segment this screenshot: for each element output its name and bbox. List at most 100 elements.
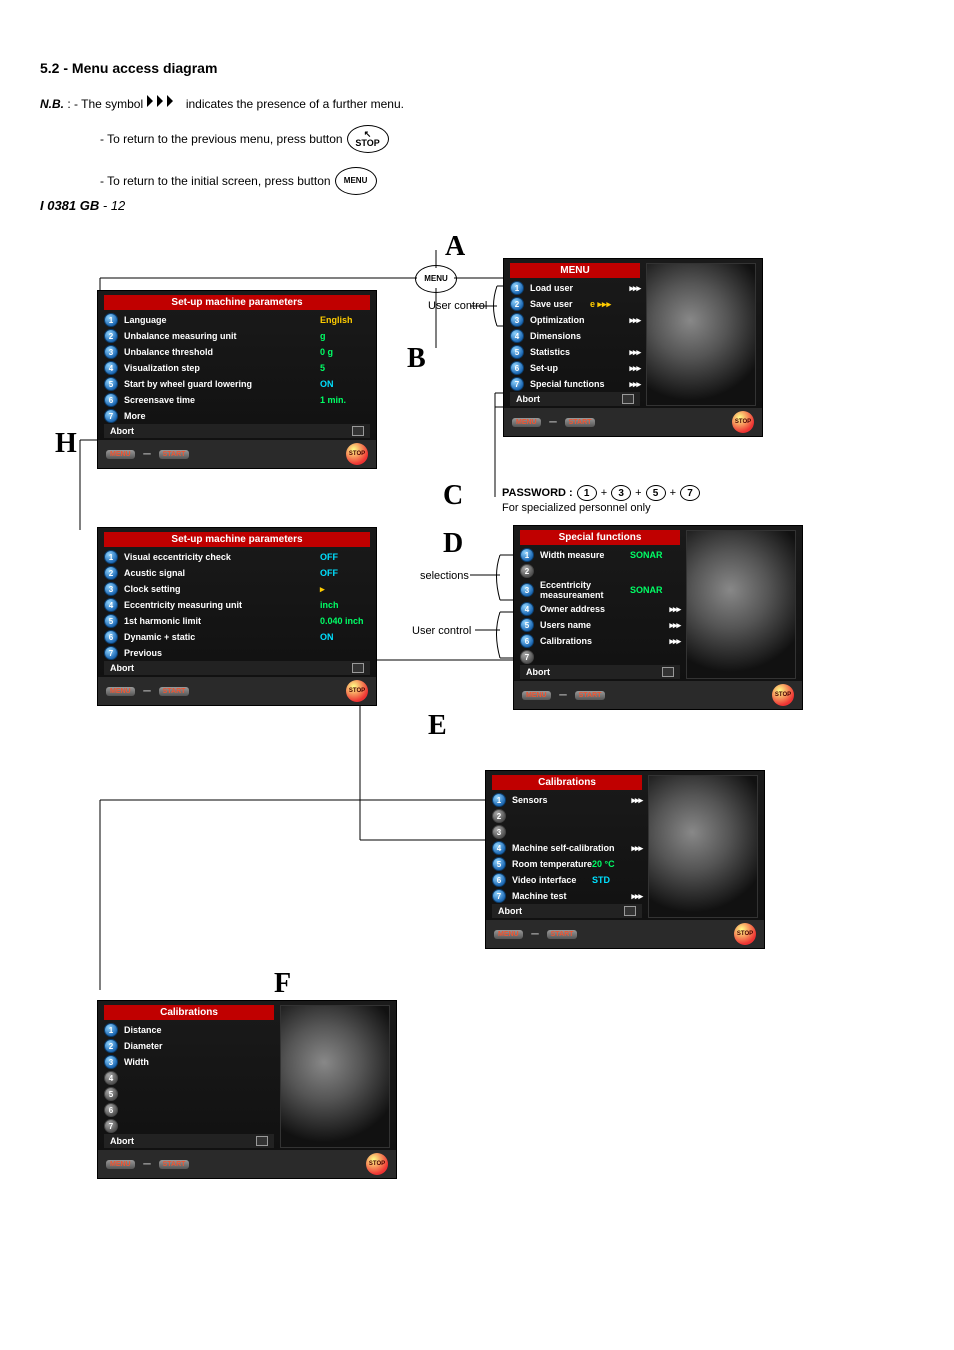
menu-row[interactable]: 6Dynamic + staticON [104,629,370,645]
mini-stop-button[interactable]: STOP [734,923,756,945]
panel-special-title: Special functions [520,530,680,545]
nb-line3: - To return to the initial screen, press… [100,167,914,195]
nb-line2: - To return to the previous menu, press … [100,125,914,153]
mini-stop-button[interactable]: STOP [366,1153,388,1175]
caption-user-control-2: User control [412,625,471,637]
row-label: Start by wheel guard lowering [124,379,320,389]
menu-row[interactable]: 6Video interfaceSTD [492,872,642,888]
panel-menu-abort[interactable]: Abort [516,394,540,404]
menu-row[interactable]: 1Width measureSONAR [520,547,680,563]
mini-blank-button[interactable] [531,933,539,935]
panel-calibrations-small-abort[interactable]: Abort [110,1136,134,1146]
mini-start-button[interactable]: START [575,691,606,700]
mini-menu-button[interactable]: MENU [106,1160,135,1169]
row-value: 1 min. [320,395,370,405]
menu-row[interactable]: 3Eccentricity measureamentSONAR [520,579,680,601]
mini-menu-button[interactable]: MENU [106,687,135,696]
mini-menu-button[interactable]: MENU [106,450,135,459]
row-value: 0.040 inch [320,616,370,626]
mini-blank-button[interactable] [143,453,151,455]
menu-row[interactable]: 2Save usere ▸▸▸ [510,296,640,312]
panel-setup-2: Set-up machine parameters 1Visual eccent… [97,527,377,706]
panel-calibrations-small: Calibrations 1Distance2Diameter3Width456… [97,1000,397,1179]
menu-row[interactable]: 4 [104,1070,274,1086]
menu-row[interactable]: 4Dimensions [510,328,640,344]
menu-row[interactable]: 1Visual eccentricity checkOFF [104,549,370,565]
mini-start-button[interactable]: START [547,930,578,939]
row-number-badge: 3 [104,582,118,596]
row-number-badge: 5 [492,857,506,871]
menu-row[interactable]: 6Calibrations▸▸▸ [520,633,680,649]
menu-row[interactable]: 5Room temperature20 °C [492,856,642,872]
menu-row[interactable]: 3Clock setting▸ [104,581,370,597]
menu-row[interactable]: 7Special functions▸▸▸ [510,376,640,392]
menu-row[interactable]: 1Load user▸▸▸ [510,280,640,296]
row-label: Unbalance threshold [124,347,320,357]
row-value: 5 [320,363,370,373]
menu-row[interactable]: 7 [104,1118,274,1134]
mini-stop-button[interactable]: STOP [732,411,754,433]
mini-stop-button[interactable]: STOP [346,680,368,702]
menu-row[interactable]: 1LanguageEnglish [104,312,370,328]
password-label: PASSWORD : [502,487,573,499]
row-number-badge: 2 [510,297,524,311]
menu-row[interactable]: 2 [520,563,680,579]
menu-row[interactable]: 4Machine self-calibration▸▸▸ [492,840,642,856]
menu-row[interactable]: 2Unbalance measuring unitg [104,328,370,344]
menu-row[interactable]: 6Screensave time1 min. [104,392,370,408]
mini-blank-button[interactable] [549,421,557,423]
mini-start-button[interactable]: START [159,450,190,459]
row-number-badge: 4 [104,1071,118,1085]
panel-special-abort[interactable]: Abort [526,667,550,677]
menu-row[interactable]: 1Distance [104,1022,274,1038]
submenu-arrow-icon: ▸▸▸ [629,283,640,294]
panel-menu-rows: 1Load user▸▸▸2Save usere ▸▸▸3Optimizatio… [510,280,640,392]
menu-row[interactable]: 5 [104,1086,274,1102]
menu-row[interactable]: 4Eccentricity measuring unitinch [104,597,370,613]
mini-start-button[interactable]: START [159,687,190,696]
menu-row[interactable]: 5Users name▸▸▸ [520,617,680,633]
mini-blank-button[interactable] [143,690,151,692]
mini-menu-button[interactable]: MENU [494,930,523,939]
menu-row[interactable]: 3Width [104,1054,274,1070]
menu-row[interactable]: 7Machine test▸▸▸ [492,888,642,904]
row-number-badge: 1 [492,793,506,807]
mini-stop-button[interactable]: STOP [346,443,368,465]
nb-line2-a: - To return to the previous menu, press … [100,132,343,146]
menu-row[interactable]: 2Diameter [104,1038,274,1054]
menu-oval-text: MENU [424,275,448,283]
menu-row[interactable]: 6 [104,1102,274,1118]
menu-row[interactable]: 2Acustic signalOFF [104,565,370,581]
mini-stop-button[interactable]: STOP [772,684,794,706]
panel-setup-1-abort[interactable]: Abort [110,426,134,436]
menu-row[interactable]: 6Set-up▸▸▸ [510,360,640,376]
panel-calibrations-small-rows: 1Distance2Diameter3Width4567 [104,1022,274,1134]
menu-row[interactable]: 5Statistics▸▸▸ [510,344,640,360]
mini-blank-button[interactable] [143,1163,151,1165]
panel-special-btnbar: MENU START STOP [514,681,802,709]
menu-row[interactable]: 7Previous [104,645,370,661]
panel-setup-1-rows: 1LanguageEnglish2Unbalance measuring uni… [104,312,370,424]
menu-row[interactable]: 2 [492,808,642,824]
mini-menu-button[interactable]: MENU [512,418,541,427]
wheel-graphic-icon [686,530,796,679]
mini-menu-button[interactable]: MENU [522,691,551,700]
panel-setup-2-abort[interactable]: Abort [110,663,134,673]
row-number-badge: 6 [492,873,506,887]
menu-row[interactable]: 51st harmonic limit0.040 inch [104,613,370,629]
mini-start-button[interactable]: START [565,418,596,427]
menu-row[interactable]: 3Optimization▸▸▸ [510,312,640,328]
menu-row[interactable]: 4Owner address▸▸▸ [520,601,680,617]
menu-row[interactable]: 7 [520,649,680,665]
menu-row[interactable]: 5Start by wheel guard loweringON [104,376,370,392]
mini-blank-button[interactable] [559,694,567,696]
panel-calibrations-abort[interactable]: Abort [498,906,522,916]
panel-calibrations-small-btnbar: MENU START STOP [98,1150,396,1178]
forward-arrow-icon [146,94,182,108]
menu-row[interactable]: 1Sensors▸▸▸ [492,792,642,808]
menu-row[interactable]: 7More [104,408,370,424]
mini-start-button[interactable]: START [159,1160,190,1169]
menu-row[interactable]: 3 [492,824,642,840]
menu-row[interactable]: 4Visualization step5 [104,360,370,376]
menu-row[interactable]: 3Unbalance threshold0 g [104,344,370,360]
